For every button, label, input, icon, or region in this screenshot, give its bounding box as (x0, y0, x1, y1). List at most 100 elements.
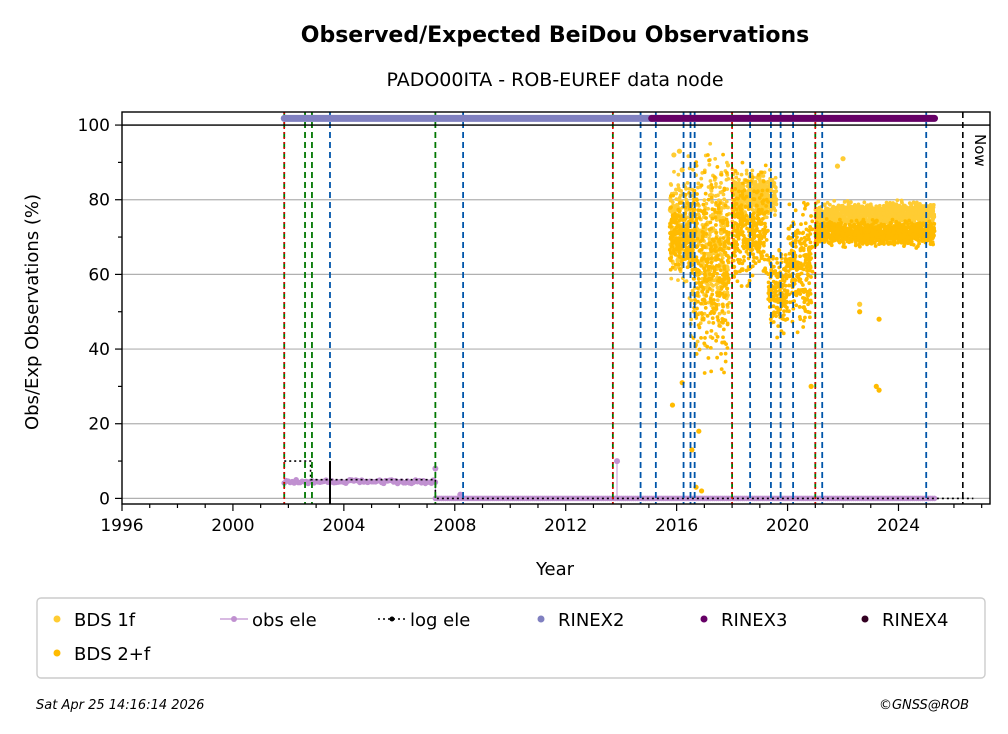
legend-marker (537, 615, 545, 623)
data-point (787, 202, 792, 207)
data-point (714, 255, 718, 260)
data-point (745, 284, 750, 288)
data-point (703, 301, 708, 306)
data-point (759, 193, 764, 197)
data-point (877, 211, 882, 216)
data-point (721, 152, 725, 157)
data-point (671, 220, 676, 225)
data-point (834, 163, 841, 169)
data-point (717, 276, 722, 280)
data-point (686, 238, 691, 243)
legend-marker (700, 615, 708, 623)
data-point (842, 216, 846, 221)
data-point (740, 189, 745, 194)
data-point (802, 235, 807, 240)
data-point (722, 188, 727, 192)
data-point (736, 248, 741, 253)
data-point (868, 233, 873, 238)
data-point (804, 227, 809, 232)
data-point (714, 332, 718, 336)
data-point (703, 191, 708, 196)
data-point (808, 251, 813, 256)
data-point (894, 204, 898, 209)
data-point (721, 192, 726, 197)
data-point (710, 212, 715, 217)
data-point (856, 209, 861, 214)
data-point (793, 241, 798, 245)
data-point (745, 219, 750, 224)
data-point (715, 355, 720, 360)
data-point (692, 207, 697, 212)
data-point (726, 260, 731, 265)
data-point (764, 204, 769, 208)
log-ele-line (284, 460, 974, 500)
data-point (706, 356, 711, 360)
data-point (726, 276, 731, 281)
data-point (691, 238, 696, 243)
data-point (782, 309, 786, 314)
data-point (718, 290, 723, 295)
data-point (801, 212, 805, 217)
data-point (873, 226, 878, 231)
data-point (750, 264, 755, 269)
data-point (756, 172, 761, 177)
data-point (909, 225, 914, 230)
data-point (737, 181, 741, 185)
data-point (705, 257, 710, 262)
data-point (771, 256, 775, 261)
data-point (802, 296, 807, 301)
data-point (853, 243, 858, 248)
data-point (707, 233, 712, 238)
data-point (773, 281, 778, 286)
data-point (771, 285, 776, 290)
data-point (695, 258, 700, 263)
data-point (734, 175, 739, 180)
data-point (679, 256, 684, 260)
data-point (679, 215, 684, 220)
data-point (683, 192, 688, 197)
data-point (711, 248, 716, 252)
obs-ele-point (614, 458, 621, 465)
data-point (857, 309, 863, 315)
data-point (713, 156, 718, 161)
data-point (809, 275, 813, 279)
data-point (763, 184, 768, 189)
data-point (736, 236, 741, 241)
data-point (695, 291, 700, 295)
data-point (816, 213, 821, 218)
data-point (759, 209, 764, 214)
obs-ele-point (457, 491, 464, 498)
data-point (884, 206, 889, 210)
data-point (684, 279, 689, 284)
data-point (719, 287, 724, 291)
data-point (720, 221, 725, 226)
data-point (705, 289, 710, 294)
data-point (862, 236, 867, 241)
data-point (762, 257, 767, 262)
data-point (714, 230, 718, 235)
data-point (898, 222, 903, 227)
data-point (709, 195, 714, 200)
data-point (678, 193, 683, 198)
data-point (721, 248, 725, 253)
data-point (771, 189, 776, 194)
data-point (750, 193, 755, 198)
data-point (701, 225, 706, 230)
data-point (826, 228, 831, 233)
data-point (885, 217, 890, 222)
legend-label: RINEX4 (882, 610, 948, 631)
data-point (847, 215, 852, 220)
data-point (731, 258, 736, 263)
data-point (740, 160, 745, 165)
data-point (684, 248, 689, 253)
x-axis-label: Year (535, 559, 575, 580)
legend-label: BDS 2+f (74, 644, 151, 665)
data-point (701, 230, 706, 235)
data-point (886, 225, 891, 230)
chart-subtitle: PADO00ITA - ROB-EUREF data node (386, 69, 723, 91)
data-point (766, 272, 771, 277)
data-point (749, 248, 753, 253)
data-point (732, 274, 736, 279)
data-point (695, 236, 700, 241)
